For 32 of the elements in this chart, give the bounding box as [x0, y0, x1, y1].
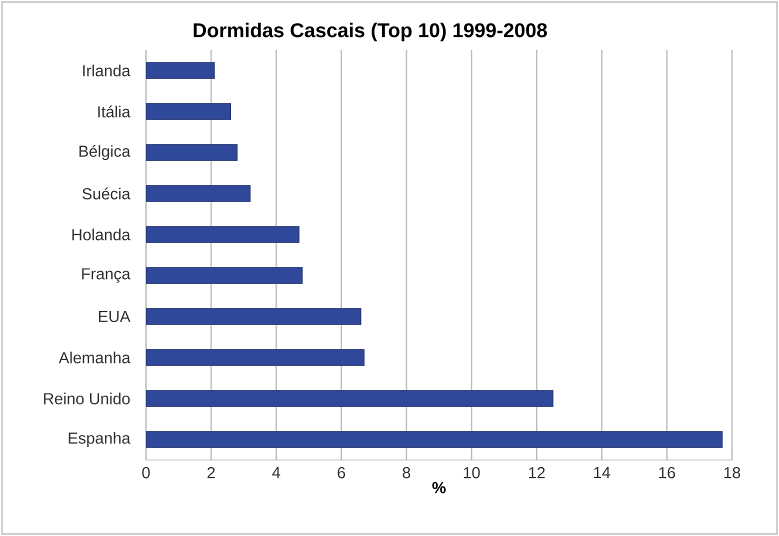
bar	[146, 267, 303, 284]
x-tick-label: 2	[207, 467, 215, 478]
x-tick-label: 18	[724, 467, 740, 478]
bar	[146, 144, 238, 161]
chart-title: Dormidas Cascais (Top 10) 1999-2008	[194, 22, 547, 42]
y-tick-label: Espanha	[68, 432, 130, 447]
y-tick-label: Alemanha	[58, 352, 130, 364]
y-tick-label: Holanda	[72, 228, 130, 240]
bar	[146, 103, 232, 120]
y-tick-label: França	[82, 268, 130, 283]
x-tick-label: 14	[594, 467, 610, 478]
bar	[146, 185, 251, 202]
bar	[146, 62, 215, 79]
x-tick-label: 10	[464, 467, 480, 478]
x-tick-label: 6	[338, 467, 346, 478]
x-tick-label: 0	[142, 467, 150, 478]
x-tick-label: 12	[529, 467, 545, 478]
x-tick-label: 4	[272, 467, 280, 478]
bar	[146, 349, 365, 366]
x-tick-label: 8	[402, 467, 410, 478]
y-tick-label: Irlanda	[83, 64, 130, 76]
y-tick-label: EUA	[98, 310, 130, 322]
x-axis-title: %	[432, 482, 446, 494]
y-tick-label: Suécia	[82, 188, 130, 200]
y-tick-label: Itália	[98, 106, 130, 118]
bar	[146, 390, 554, 407]
bar	[146, 308, 362, 325]
bar	[146, 226, 300, 243]
y-tick-label: Reino Unido	[44, 392, 130, 404]
y-tick-label: Bélgica	[79, 144, 130, 160]
bar	[146, 431, 723, 448]
x-tick-label: 16	[659, 467, 676, 478]
